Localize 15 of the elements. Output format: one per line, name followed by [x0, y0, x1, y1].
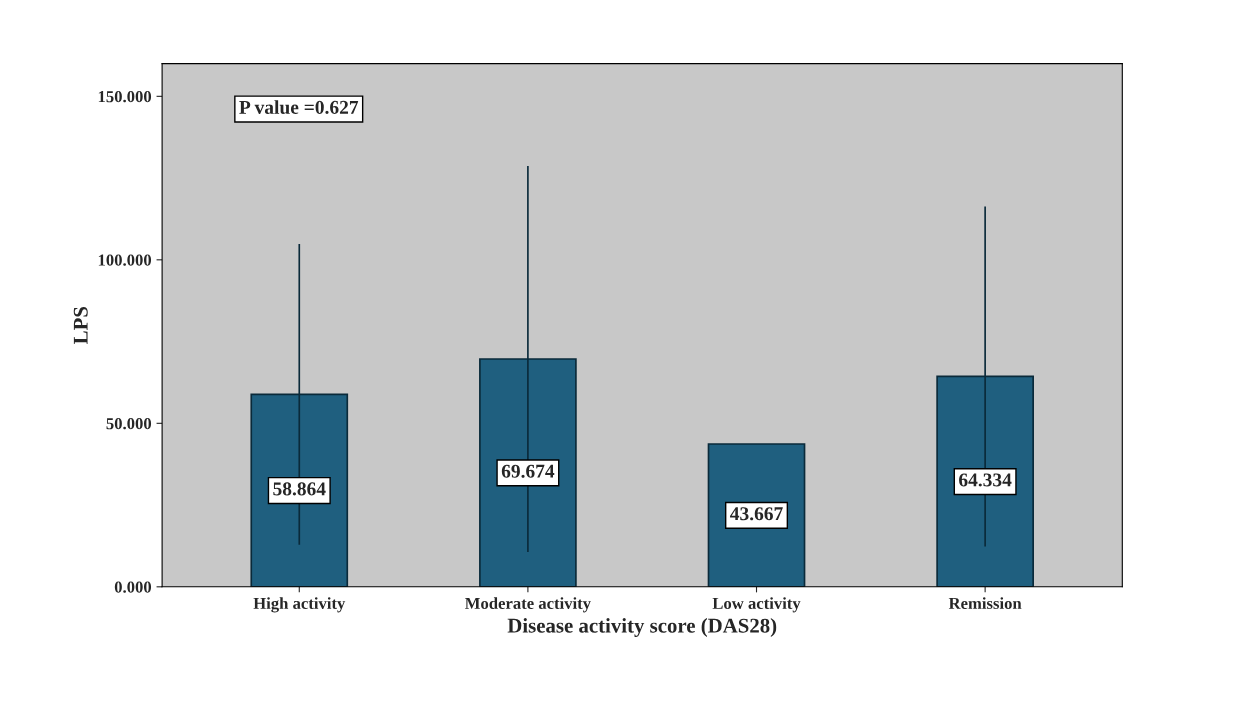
- data-label: 58.864: [273, 482, 326, 496]
- x-tick-label: Moderate activity: [465, 597, 591, 613]
- y-tick-label: 150.000: [98, 91, 152, 103]
- x-tick-label: Low activity: [712, 597, 801, 613]
- y-axis-title: LPS: [73, 307, 88, 344]
- x-axis-title: Disease activity score (DAS28): [507, 618, 777, 637]
- data-label: 43.667: [730, 507, 783, 521]
- y-tick-label: 0.000: [114, 581, 152, 593]
- x-tick-label: Remission: [948, 597, 1022, 609]
- data-label: 69.674: [501, 464, 555, 478]
- x-tick-label: High activity: [253, 597, 346, 613]
- y-tick-label: 50.000: [106, 418, 152, 430]
- y-tick-label: 100.000: [98, 254, 152, 266]
- annotation: P value =0.627: [239, 100, 359, 115]
- data-label: 64.334: [959, 473, 1012, 487]
